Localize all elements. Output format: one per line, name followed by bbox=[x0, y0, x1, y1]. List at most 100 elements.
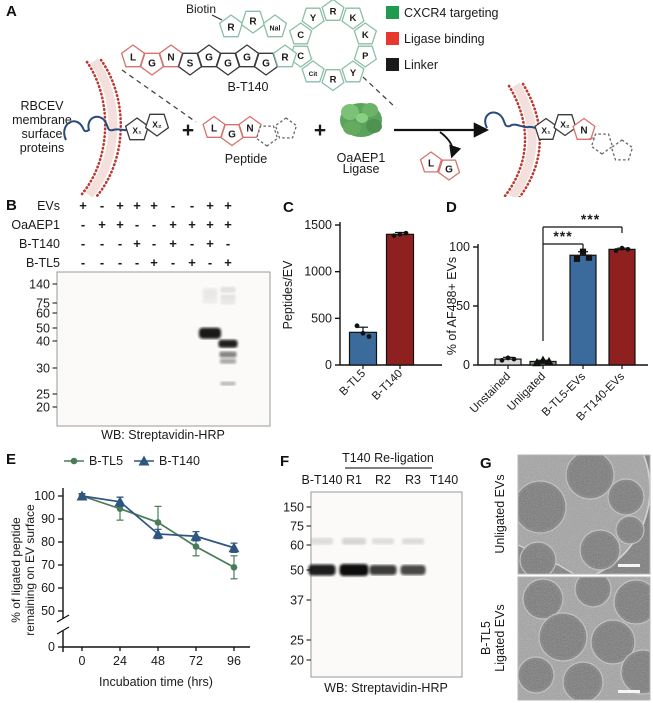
point-circle bbox=[230, 564, 238, 571]
y-tick-label: 80 bbox=[41, 535, 55, 549]
point-triangle bbox=[138, 455, 150, 466]
mw-label: 60 bbox=[36, 307, 50, 321]
residue-pentagon bbox=[139, 52, 165, 76]
panel-g-cryo-em: Unligated EVs B-TL5 Ligated EVs G bbox=[479, 454, 651, 701]
point-circle bbox=[613, 248, 619, 253]
residue-label: G bbox=[148, 59, 156, 70]
bar-B-TL5-EVs bbox=[569, 254, 597, 366]
scale-bar bbox=[618, 564, 640, 567]
protein-band bbox=[220, 358, 236, 364]
lane-label: R3 bbox=[405, 473, 421, 487]
point-circle bbox=[505, 355, 511, 361]
condition-sign: + bbox=[116, 198, 124, 213]
protein-band bbox=[218, 339, 238, 348]
y-tick-label: 70 bbox=[41, 558, 55, 572]
residue-label: G bbox=[262, 59, 270, 70]
residue-pentagon bbox=[262, 14, 288, 38]
y-tick-label: 0 bbox=[48, 640, 55, 654]
residue-label: P bbox=[362, 51, 369, 62]
condition-sign: - bbox=[171, 255, 175, 270]
mw-label: 30 bbox=[36, 362, 50, 376]
point-circle bbox=[619, 245, 625, 251]
protein-band bbox=[400, 565, 426, 575]
condition-sign: + bbox=[206, 236, 214, 251]
membrane-caption: RBCEV bbox=[20, 99, 64, 113]
residue-label: G bbox=[205, 53, 213, 64]
residue-label: N bbox=[167, 53, 174, 64]
legend-label: B-T140 bbox=[159, 454, 200, 468]
bar-B-T140 bbox=[385, 233, 415, 366]
em-grain bbox=[518, 455, 650, 574]
scale-bar bbox=[618, 690, 640, 693]
residue-pentagon bbox=[253, 52, 279, 76]
axis-break bbox=[56, 626, 70, 635]
residue-pentagon bbox=[419, 151, 443, 173]
protein-band bbox=[339, 564, 369, 576]
panel-e-stability-line-chart: B-TL5 B-T140 0 50 60 70 80 90 100 0 24 48 72 96 Incuba… bbox=[6, 451, 250, 689]
y-tick-label: 0 bbox=[463, 358, 470, 372]
x-tick-label: 24 bbox=[113, 654, 127, 668]
mw-label: 75 bbox=[290, 520, 304, 534]
mw-label: 40 bbox=[36, 335, 50, 349]
y-axis-label: Peptides/EV bbox=[281, 260, 295, 329]
ring-residue bbox=[301, 7, 325, 30]
protein-band bbox=[372, 538, 394, 545]
legend-label: B-TL5 bbox=[89, 454, 123, 468]
mw-label: 20 bbox=[36, 401, 50, 415]
point-circle bbox=[625, 246, 631, 252]
condition-sign: + bbox=[206, 198, 214, 213]
residue-label: G bbox=[224, 59, 232, 70]
residue-label: R bbox=[330, 7, 337, 18]
condition-sign: - bbox=[226, 236, 230, 251]
panel-b-western-blot: EVs + - + + + - - + +OaAEP1- + + - - + + + +B-T140- - - + - + -… bbox=[6, 197, 271, 442]
residue-pentagon bbox=[218, 14, 244, 38]
x-tick-label: 96 bbox=[227, 654, 241, 668]
condition-sign: + bbox=[133, 236, 141, 251]
bar-B-TL5 bbox=[348, 331, 378, 366]
panel-a-ligation-diagram: CXCR4 targeting Ligase binding Linker RBCEV… bbox=[6, 0, 634, 197]
panel-d-label: D bbox=[446, 199, 457, 216]
ligase-blob bbox=[341, 104, 359, 120]
residue-pentagon bbox=[177, 52, 203, 76]
biotin-label: Biotin bbox=[186, 2, 216, 16]
point-triangle bbox=[538, 355, 548, 364]
residue-pentagon bbox=[240, 10, 266, 34]
condition-sign: + bbox=[98, 217, 106, 232]
condition-sign: - bbox=[81, 236, 85, 251]
cryo-em-image bbox=[518, 577, 650, 700]
ligase-blob bbox=[356, 113, 368, 123]
residue-label: K bbox=[350, 13, 357, 24]
residue-label: G bbox=[243, 53, 251, 64]
panel-c-label: C bbox=[283, 199, 294, 216]
y-tick-label: 100 bbox=[449, 240, 470, 254]
condition-sign: - bbox=[171, 198, 175, 213]
residue-pentagon bbox=[238, 115, 262, 138]
point-triangle bbox=[544, 356, 554, 366]
membrane-caption: surface bbox=[22, 127, 63, 141]
y-tick-label: 50 bbox=[456, 299, 470, 313]
residue-label: X₁ bbox=[541, 126, 551, 136]
condition-row-label: B-TL5 bbox=[26, 256, 60, 270]
condition-sign: + bbox=[150, 255, 158, 270]
residue-label: R bbox=[330, 75, 337, 86]
residue-pentagon bbox=[272, 44, 298, 68]
protein-band bbox=[220, 286, 236, 293]
x-category-label: B-T140 bbox=[370, 368, 405, 403]
em-grain bbox=[518, 577, 650, 700]
residue-label: R bbox=[249, 17, 257, 28]
residue-label: K bbox=[362, 30, 369, 41]
condition-sign: + bbox=[206, 217, 214, 232]
lane-label: T140 bbox=[430, 473, 459, 487]
point-circle bbox=[391, 233, 397, 239]
point-circle bbox=[366, 334, 372, 339]
panel-b-label: B bbox=[6, 197, 17, 214]
mw-label: 25 bbox=[36, 388, 50, 402]
residue-pentagon bbox=[158, 44, 184, 68]
point-circle bbox=[70, 457, 78, 465]
membrane-core bbox=[508, 82, 537, 197]
plus-sign: + bbox=[182, 119, 194, 142]
panel-e-label: E bbox=[6, 451, 16, 468]
residue-label: R bbox=[227, 23, 235, 34]
y-axis-label: % of AF488+ EVs bbox=[445, 257, 459, 355]
condition-sign: + bbox=[169, 236, 177, 251]
